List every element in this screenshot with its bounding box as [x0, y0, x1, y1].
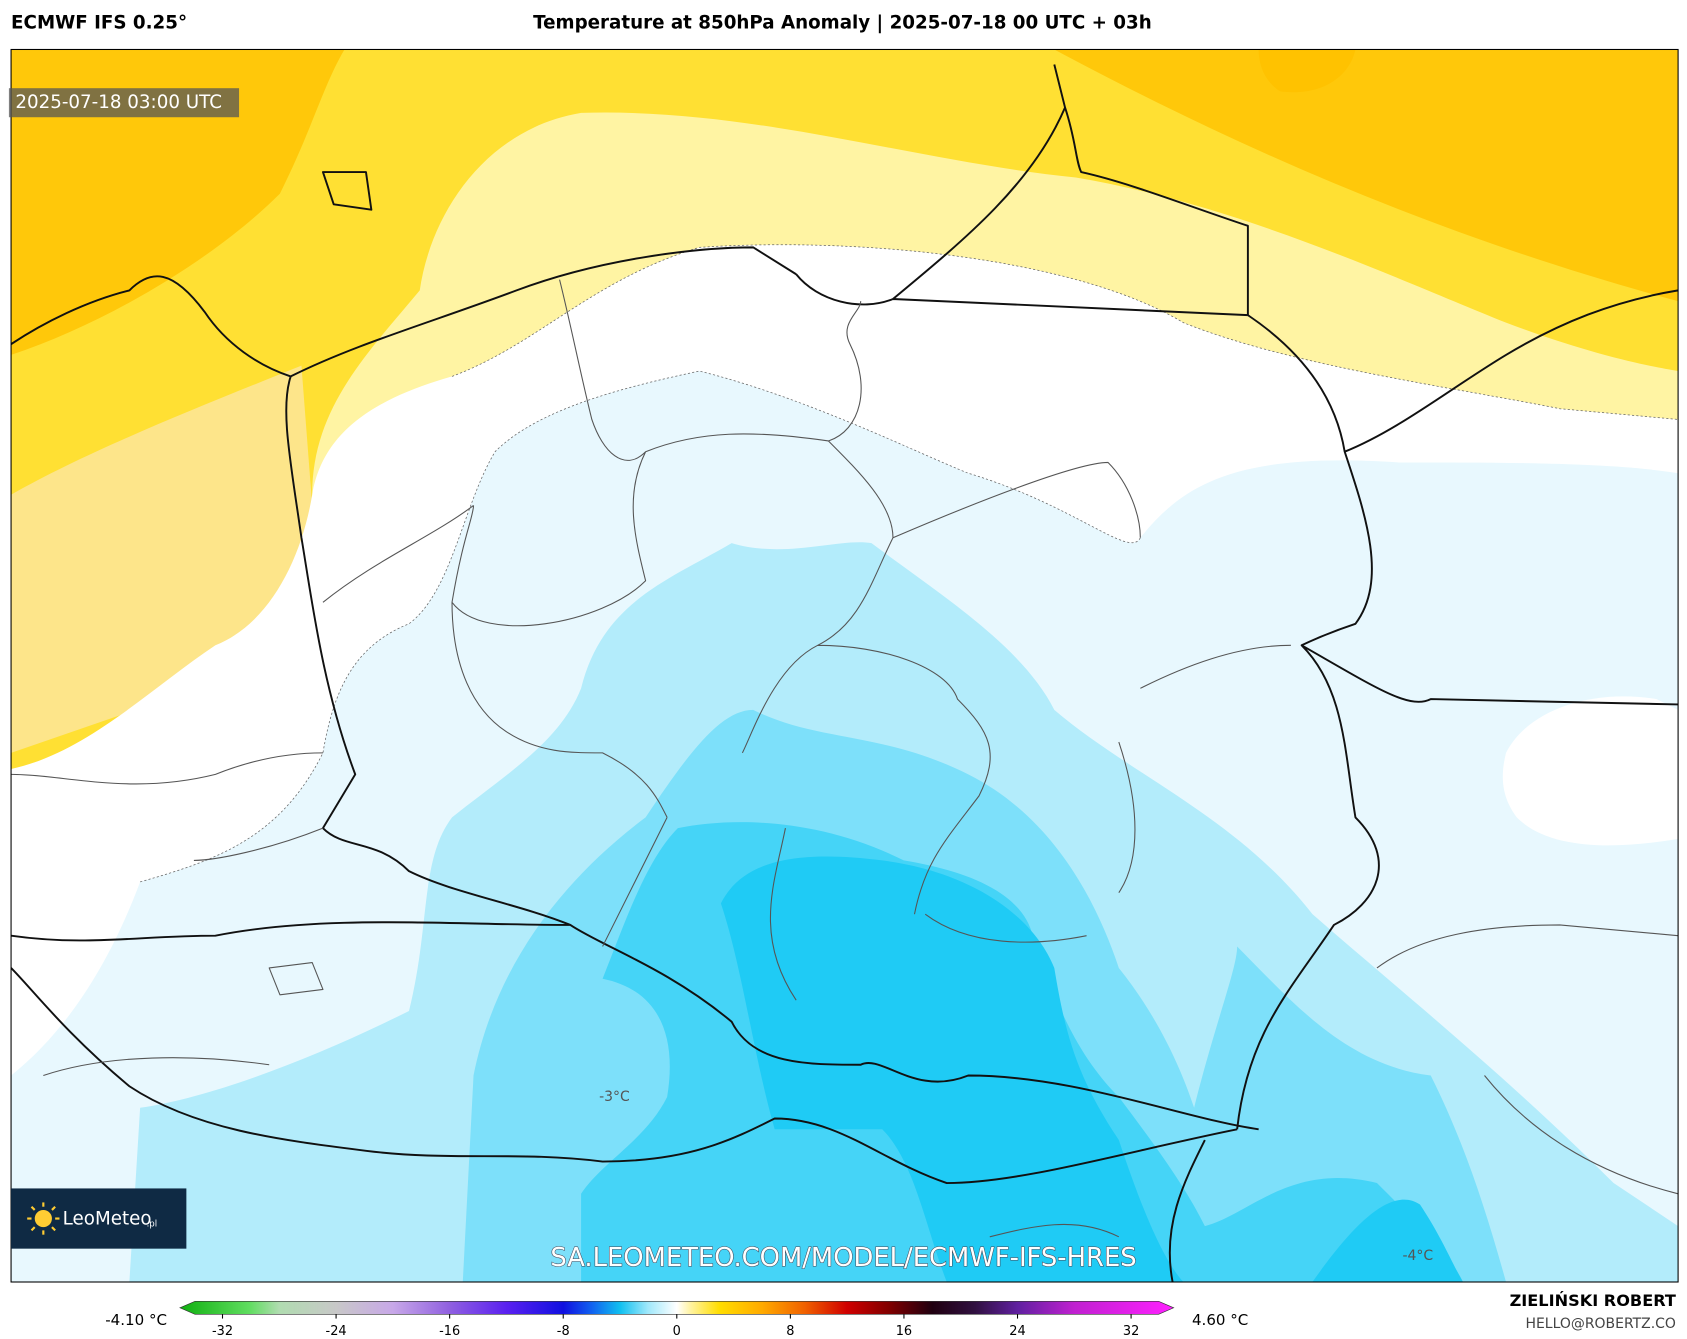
colorbar-tick-label: -16 — [439, 1324, 460, 1339]
logo-text: LeoMeteo — [63, 1209, 152, 1230]
band-bright-blue-2 — [1312, 1199, 1463, 1282]
colorbar-tick-label: -8 — [557, 1324, 570, 1339]
map-title: Temperature at 850hPa Anomaly | 2025-07-… — [533, 13, 1152, 34]
logo-sun — [27, 1202, 60, 1235]
colorbar: -32 -24 -16 -8 0 8 16 24 32 — [179, 1301, 1175, 1339]
band-bright-blue — [720, 856, 1184, 1282]
time-box — [8, 88, 240, 118]
colorbar-tick-label: 32 — [1123, 1324, 1139, 1339]
colorbar-tick-label: 16 — [896, 1324, 912, 1339]
contour — [451, 244, 1679, 420]
colorbar-tick-label: 8 — [786, 1324, 794, 1339]
band-white-patch — [1502, 696, 1679, 846]
map — [11, 49, 1679, 1282]
author: ZIELIŃSKI ROBERT — [1510, 1291, 1676, 1310]
colorbar-tick-label: 0 — [673, 1324, 681, 1339]
watermark: SA.LEOMETEO.COM/MODEL/ECMWF-IFS-HRES — [550, 1243, 1136, 1273]
colorbar-bar — [179, 1301, 1175, 1315]
coastline — [11, 64, 1249, 378]
region-border — [11, 279, 1679, 1238]
map-frame — [10, 48, 1679, 1283]
band-light-orange — [11, 365, 323, 1282]
colorbar-tick-label: 24 — [1009, 1324, 1025, 1339]
band-dark-yellow-blob — [1258, 49, 1356, 93]
model-name: ECMWF IFS 0.25° — [11, 13, 187, 34]
email: HELLO@ROBERTZ.CO — [1525, 1316, 1675, 1332]
contour-label: -3°C — [599, 1089, 630, 1105]
border — [11, 289, 1679, 1282]
valid-time: 2025-07-18 03:00 UTC — [15, 92, 222, 113]
colorbar-min: -4.10 °C — [105, 1311, 167, 1329]
colorbar-max: 4.60 °C — [1192, 1311, 1248, 1329]
contour-label: -4°C — [1402, 1248, 1433, 1264]
colorbar-tick-label: -32 — [212, 1324, 233, 1339]
colorbar-tick-label: -24 — [326, 1324, 347, 1339]
logo-suffix: .pl — [147, 1219, 158, 1229]
